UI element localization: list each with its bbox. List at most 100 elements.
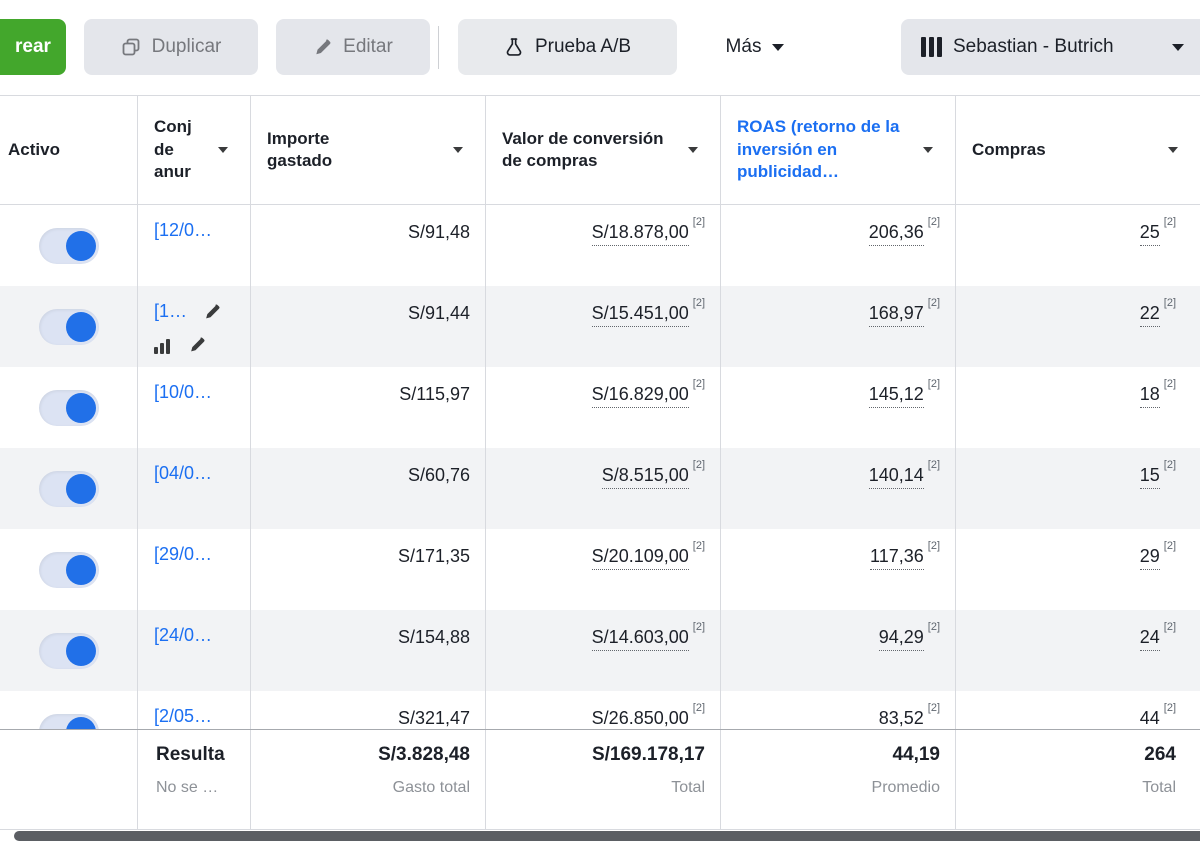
active-toggle[interactable] (38, 227, 99, 264)
roas-value: 140,14 (868, 465, 924, 489)
active-toggle[interactable] (38, 470, 99, 507)
active-cell (0, 367, 137, 448)
purchases-cell: 24 [2] (955, 610, 1200, 691)
purchases-cell: 22 [2] (955, 286, 1200, 367)
totals-results-cell: Resulta No se … (137, 730, 250, 829)
conversion-value: S/16.829,00 (591, 384, 689, 408)
column-header-purchases[interactable]: Compras (955, 96, 1200, 204)
adset-link[interactable]: [1… (154, 301, 188, 321)
more-label: Más (725, 36, 762, 57)
purchases-value: 44 (1140, 708, 1160, 729)
toggle-knob (65, 392, 96, 423)
ab-test-button[interactable]: Prueba A/B (458, 19, 677, 75)
adset-name-cell: [04/0… (137, 448, 250, 529)
totals-roas-label: Promedio (871, 779, 940, 796)
horizontal-scrollbar-thumb[interactable] (14, 831, 1200, 841)
create-button[interactable]: rear (0, 19, 66, 75)
totals-results-value: Resulta (156, 744, 225, 765)
footnote-marker: [2] (1163, 216, 1176, 228)
view-charts-icon[interactable] (154, 339, 170, 354)
edit-adset-pencil-icon[interactable] (188, 336, 206, 354)
adset-link[interactable]: [04/0… (154, 463, 213, 483)
roas-cell: 140,14 [2] (720, 448, 955, 529)
active-toggle[interactable] (38, 308, 99, 345)
footnote-marker: [2] (1163, 459, 1176, 471)
toggle-knob (65, 473, 96, 504)
columns-preset-label: Sebastian - Butrich (953, 36, 1114, 57)
totals-conversion-label: Total (671, 779, 705, 796)
purchases-value: 18 (1139, 384, 1160, 408)
column-label: ROAS (retorno de la inversión en publici… (737, 117, 900, 182)
totals-purchases-cell: 264 Total (955, 730, 1200, 829)
duplicate-button[interactable]: Duplicar (84, 19, 258, 75)
footnote-marker: [2] (1163, 702, 1176, 714)
table-row: [04/0… S/60,76 S/8.515,00 [2] (0, 448, 1200, 529)
totals-roas-cell: 44,19 Promedio (720, 730, 955, 829)
column-label: Conj de anur (154, 117, 192, 182)
edit-name-pencil-icon[interactable] (203, 303, 221, 321)
adset-link[interactable]: [2/05… (154, 706, 213, 726)
conversion-value: S/8.515,00 (601, 465, 689, 489)
roas-value: 83,52 (879, 708, 924, 729)
footnote-marker: [2] (692, 621, 705, 633)
toggle-knob (65, 716, 96, 729)
totals-spend-label: Gasto total (392, 779, 470, 796)
column-header-adset[interactable]: Conj de anur (137, 96, 250, 204)
column-header-conversion-value[interactable]: Valor de conversión de compras (485, 96, 720, 204)
totals-purchases-value: 264 (1144, 744, 1176, 765)
edit-button[interactable]: Editar (276, 19, 430, 75)
table-row: [10/0… S/115,97 S/16.829,00 [2] (0, 367, 1200, 448)
active-cell (0, 448, 137, 529)
footnote-marker: [2] (1163, 621, 1176, 633)
columns-icon (921, 37, 942, 57)
spend-cell: S/321,47 (250, 691, 485, 729)
toggle-knob (65, 554, 96, 585)
toolbar: rear Duplicar Editar (0, 0, 1200, 95)
conversion-value-cell: S/14.603,00 [2] (485, 610, 720, 691)
adset-link[interactable]: [24/0… (154, 625, 213, 645)
table-row: [29/0… S/171,35 S/20.109,00 [2] (0, 529, 1200, 610)
adset-link[interactable]: [12/0… (154, 220, 213, 240)
active-toggle[interactable] (38, 551, 99, 588)
active-toggle[interactable] (38, 632, 99, 669)
pencil-icon (313, 38, 332, 57)
spend-cell: S/171,35 (250, 529, 485, 610)
toggle-knob (65, 230, 96, 261)
roas-cell: 83,52 [2] (720, 691, 955, 729)
active-toggle[interactable] (38, 389, 99, 426)
columns-preset-button[interactable]: Sebastian - Butrich (901, 19, 1200, 75)
adset-link[interactable]: [29/0… (154, 544, 213, 564)
adset-name-cell: [10/0… (137, 367, 250, 448)
spend-value: S/60,76 (407, 465, 470, 485)
roas-cell: 168,97 [2] (720, 286, 955, 367)
footnote-marker: [2] (692, 297, 705, 309)
conversion-value: S/20.109,00 (591, 546, 689, 570)
roas-cell: 145,12 [2] (720, 367, 955, 448)
caret-down-icon (772, 43, 785, 51)
row-icons-line (154, 336, 242, 354)
adset-link[interactable]: [10/0… (154, 382, 213, 402)
footnote-marker: [2] (692, 540, 705, 552)
edit-label: Editar (343, 36, 393, 57)
footnote-marker: [2] (692, 378, 705, 390)
roas-value: 168,97 (868, 303, 924, 327)
caret-down-icon (1172, 43, 1184, 51)
column-header-roas[interactable]: ROAS (retorno de la inversión en publici… (720, 96, 955, 204)
footnote-marker: [2] (1163, 540, 1176, 552)
spend-value: S/91,44 (407, 303, 470, 323)
spend-value: S/115,97 (399, 384, 470, 404)
active-toggle[interactable] (38, 713, 99, 729)
ab-test-label: Prueba A/B (534, 36, 632, 57)
column-header-spend[interactable]: Importe gastado (250, 96, 485, 204)
totals-spend-value: S/3.828,48 (378, 744, 470, 765)
roas-cell: 94,29 [2] (720, 610, 955, 691)
spend-cell: S/60,76 (250, 448, 485, 529)
spend-cell: S/91,44 (250, 286, 485, 367)
totals-spend-cell: S/3.828,48 Gasto total (250, 730, 485, 829)
footnote-marker: [2] (927, 702, 940, 714)
purchases-cell: 18 [2] (955, 367, 1200, 448)
conversion-value-cell: S/15.451,00 [2] (485, 286, 720, 367)
footnote-marker: [2] (692, 216, 705, 228)
more-button[interactable]: Más (702, 19, 808, 75)
footnote-marker: [2] (927, 540, 940, 552)
